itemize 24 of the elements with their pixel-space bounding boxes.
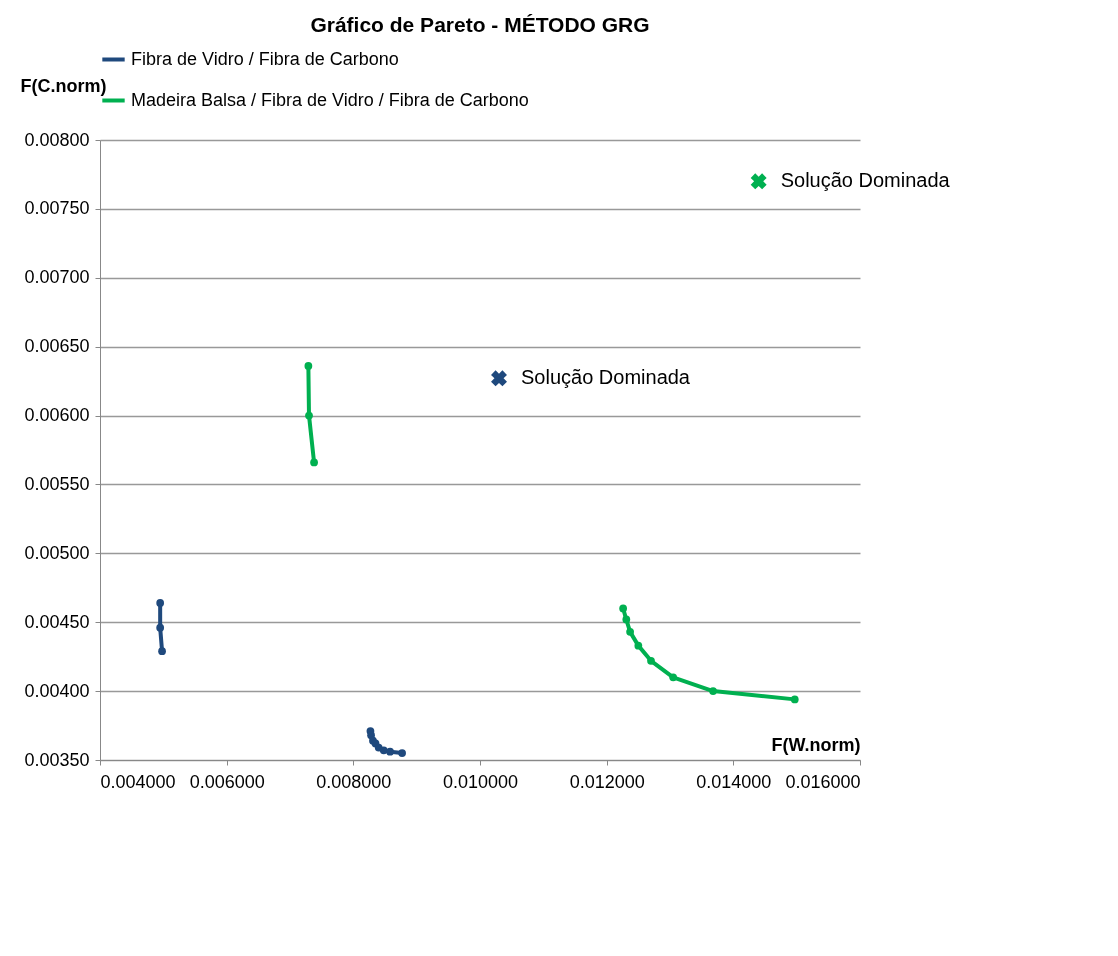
chart-title: Gráfico de Pareto - MÉTODO GRG (310, 13, 650, 36)
x-tick-label: 0.016000 (785, 771, 861, 792)
y-tick-label: 0.00400 (24, 680, 90, 701)
y-tick-label: 0.00650 (24, 336, 90, 357)
y-tick-label: 0.00450 (24, 611, 90, 632)
y-tick-label: 0.00550 (24, 473, 90, 494)
y-tick-label: 0.00700 (24, 267, 90, 288)
x-axis-title: F(W.norm) (771, 734, 861, 755)
x-tick-label: 0.012000 (569, 771, 645, 792)
annotation: Solução Dominada (780, 169, 951, 192)
y-tick-label: 0.00750 (24, 198, 90, 219)
x-tick-label: 0.004000 (100, 771, 176, 792)
x-tick-label: 0.014000 (696, 771, 772, 792)
y-tick-label: 0.00800 (24, 129, 90, 150)
x-tick-label: 0.008000 (316, 771, 392, 792)
x-tick-label: 0.006000 (189, 771, 265, 792)
y-tick-label: 0.00600 (24, 405, 90, 426)
annotation: Solução Dominada (521, 366, 691, 389)
y-tick-label: 0.00500 (24, 542, 90, 563)
x-tick-label: 0.010000 (442, 771, 519, 792)
y-axis-title: F(C.norm) (20, 75, 107, 96)
y-tick-label: 0.00350 (24, 749, 90, 770)
legend-label: Fibra de Vidro / Fibra de Carbono (131, 48, 399, 69)
legend-label: Madeira Balsa / Fibra de Vidro / Fibra de Carbono (131, 89, 529, 110)
